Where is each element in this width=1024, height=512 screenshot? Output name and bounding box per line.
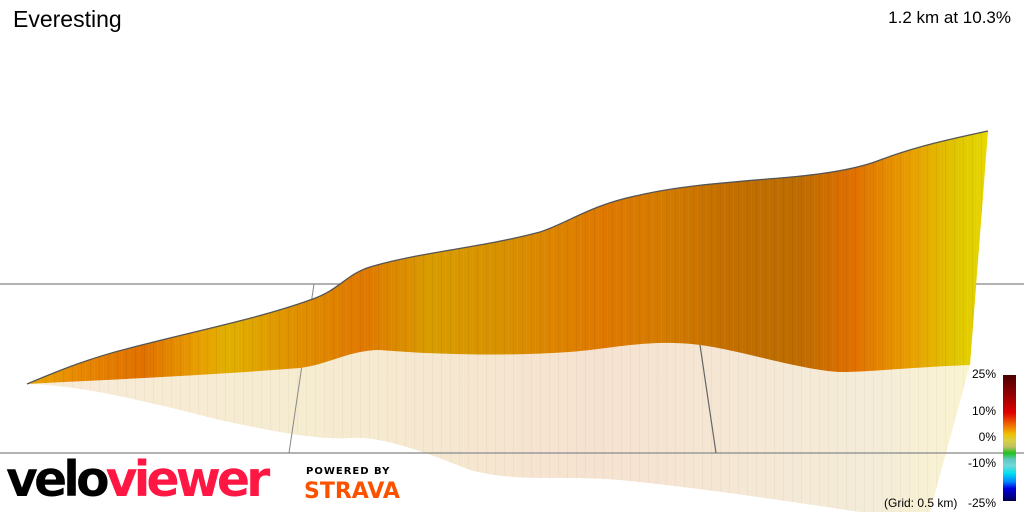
veloviewer-logo[interactable]: veloviewer <box>6 451 271 508</box>
page-title: Everesting <box>13 6 122 32</box>
gradient-scale-labels: 25% 10% 0% -10% -25% <box>956 367 996 512</box>
gradient-color-scale <box>1003 375 1016 501</box>
logo-viewer: viewer <box>105 451 271 508</box>
climb-summary: 1.2 km at 10.3% <box>888 8 1011 27</box>
grid-note: (Grid: 0.5 km) <box>884 496 958 510</box>
profile-top-edge <box>26 130 989 385</box>
scale-label-minus-10: -10% <box>967 456 996 470</box>
scale-label-10: 10% <box>971 404 996 418</box>
logo-velo: velo <box>6 451 110 508</box>
powered-by-label: POWERED BY <box>306 466 391 477</box>
grid-line-1-0km <box>699 344 717 454</box>
scale-label-25: 25% <box>971 367 996 381</box>
strava-logo[interactable]: STRAVA <box>304 479 400 504</box>
scale-label-minus-25: -25% <box>967 496 996 510</box>
scale-label-0: 0% <box>978 430 996 444</box>
